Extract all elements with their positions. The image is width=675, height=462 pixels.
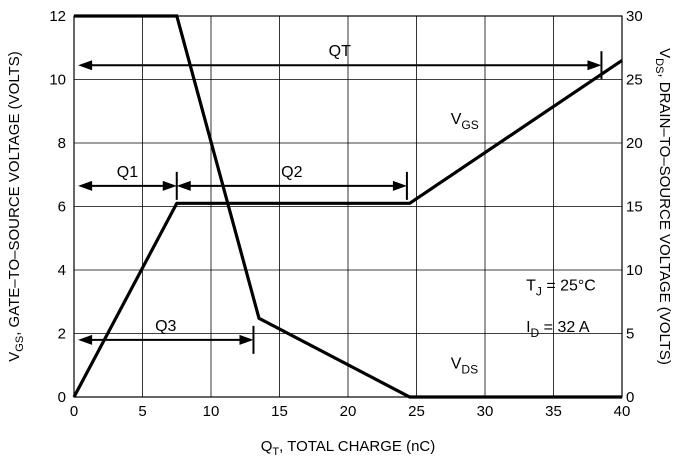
y2-tick-label: 20 bbox=[626, 135, 643, 152]
y2-tick-label: 15 bbox=[626, 199, 643, 216]
q2-label: Q2 bbox=[281, 164, 302, 181]
x-axis-title: QT, TOTAL CHARGE (nC) bbox=[261, 438, 436, 458]
charge-annotations: QT Q1 Q2 Q3 bbox=[78, 43, 603, 354]
q3-arrow-head-right bbox=[239, 334, 254, 345]
q2-arrow-head-left bbox=[176, 180, 191, 191]
y-axis-title: VGS, GATE–TO–SOURCE VOLTAGE (VOLTS) bbox=[6, 51, 26, 361]
qt-label: QT bbox=[329, 43, 351, 60]
vgs-line bbox=[72, 59, 623, 398]
y2-tick-label: 30 bbox=[626, 8, 643, 25]
q2-arrow-head-right bbox=[392, 180, 407, 191]
q1-arrow-head-left bbox=[78, 180, 93, 191]
plot-frame bbox=[73, 15, 623, 398]
y2-tick-label: 25 bbox=[626, 72, 643, 89]
x-tick-label: 20 bbox=[340, 403, 357, 420]
y2-tick-label: 0 bbox=[626, 389, 634, 406]
y2-tick-label: 5 bbox=[626, 326, 634, 343]
x-tick-label: 30 bbox=[477, 403, 494, 420]
vgs-series-label: VGS bbox=[451, 111, 479, 132]
x-tick-label: 10 bbox=[203, 403, 220, 420]
y-tick-label: 8 bbox=[58, 135, 66, 152]
y-tick-label: 6 bbox=[58, 199, 66, 216]
y-tick-label: 10 bbox=[49, 72, 66, 89]
q3-arrow-head-left bbox=[78, 334, 93, 345]
qt-arrow-head-right bbox=[587, 60, 602, 71]
y-tick-label: 0 bbox=[58, 389, 66, 406]
qt-arrow-head-left bbox=[78, 60, 93, 71]
y2-tick-label: 10 bbox=[626, 262, 643, 279]
grid-lines bbox=[74, 16, 622, 397]
vds-series-label: VDS bbox=[451, 355, 478, 376]
x-tick-label: 25 bbox=[408, 403, 425, 420]
x-tick-label: 0 bbox=[70, 403, 78, 420]
q3-label: Q3 bbox=[155, 318, 176, 335]
y-tick-label: 12 bbox=[49, 8, 66, 25]
x-tick-label: 15 bbox=[271, 403, 288, 420]
drain-current-label: ID = 32 A bbox=[526, 319, 590, 340]
junction-temp-label: TJ = 25°C bbox=[526, 278, 596, 299]
y2-axis-title: VDS, DRAIN–TO–SOURCE VOLTAGE (VOLTS) bbox=[653, 48, 673, 365]
q1-label: Q1 bbox=[117, 164, 138, 181]
y-tick-label: 2 bbox=[58, 326, 66, 343]
x-tick-label: 35 bbox=[545, 403, 562, 420]
x-tick-label: 40 bbox=[614, 403, 631, 420]
q1-arrow-head-right bbox=[162, 180, 177, 191]
y-tick-label: 4 bbox=[58, 262, 66, 279]
x-tick-label: 5 bbox=[138, 403, 146, 420]
